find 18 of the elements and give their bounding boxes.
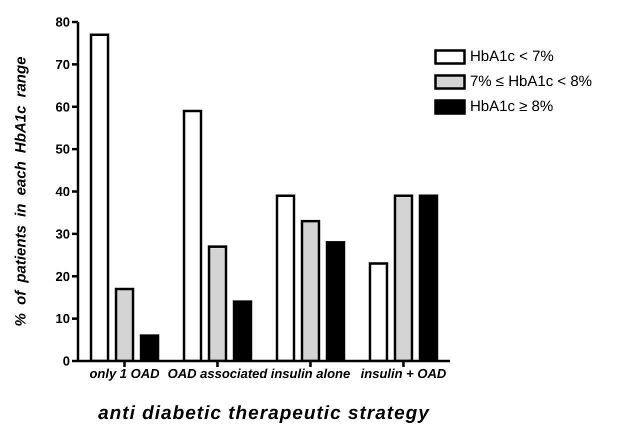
x-tick-label: OAD associated: [168, 366, 268, 382]
y-axis-title: % of patients in each HbA1c range: [12, 56, 30, 326]
legend-label: HbA1c < 7%: [470, 48, 554, 65]
y-tick-label: 10: [56, 311, 70, 326]
legend-label: 7% ≤ HbA1c < 8%: [470, 73, 592, 90]
y-tick-label: 80: [56, 14, 70, 30]
y-tick-label: 70: [56, 56, 70, 72]
y-tick-label: 60: [56, 99, 70, 114]
x-tick-label: insulin + OAD: [360, 366, 447, 382]
legend-label: HbA1c ≥ 8%: [470, 98, 554, 115]
x-axis-title: anti diabetic therapeutic strategy: [98, 403, 430, 424]
y-tick-label: 20: [56, 268, 70, 284]
y-tick-label: 50: [56, 142, 70, 157]
y-tick-label: 40: [56, 184, 70, 200]
y-tick-label: 0: [62, 354, 70, 369]
x-tick-label: only 1 OAD: [89, 366, 160, 382]
x-tick-label: insulin alone: [270, 366, 350, 382]
y-tick-label: 30: [56, 226, 70, 242]
